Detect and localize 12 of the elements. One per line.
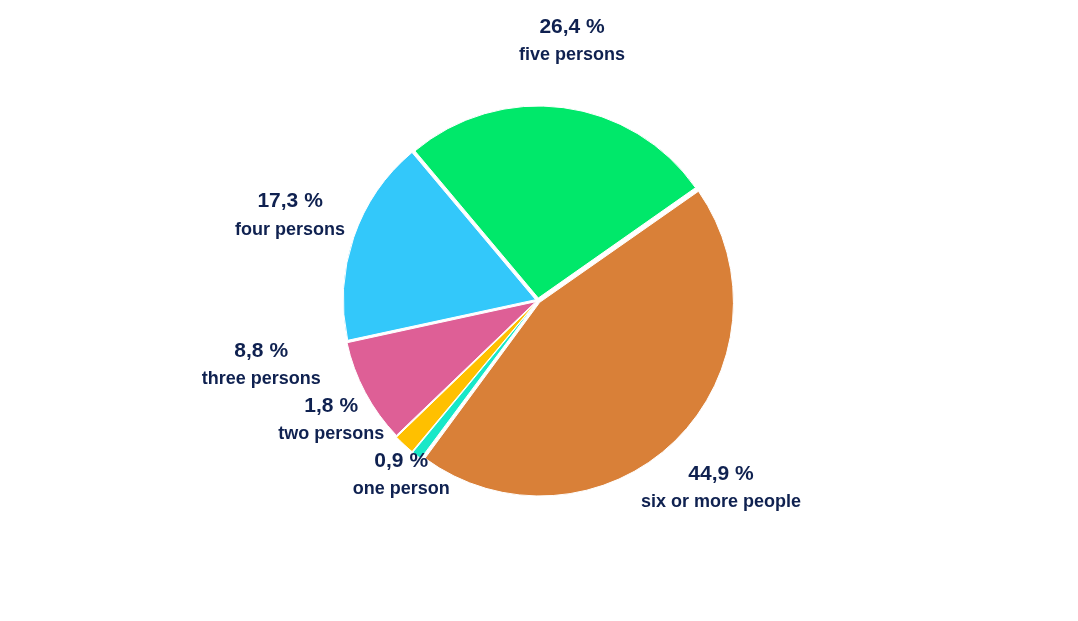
data-label: 8,8 % bbox=[234, 338, 289, 362]
slice-label: one person bbox=[352, 478, 450, 499]
data-label: 44,9 % bbox=[688, 460, 755, 484]
slice-label: four persons bbox=[235, 218, 346, 239]
data-label: 26,4 % bbox=[539, 13, 606, 37]
slice-label: six or more people bbox=[641, 490, 802, 511]
data-label: 0,9 % bbox=[374, 448, 429, 472]
slice-label: two persons bbox=[278, 423, 385, 444]
slice-label: three persons bbox=[201, 368, 321, 389]
data-label: 1,8 % bbox=[304, 393, 359, 417]
data-label: 17,3 % bbox=[257, 188, 324, 212]
slice-label: five persons bbox=[519, 43, 626, 64]
